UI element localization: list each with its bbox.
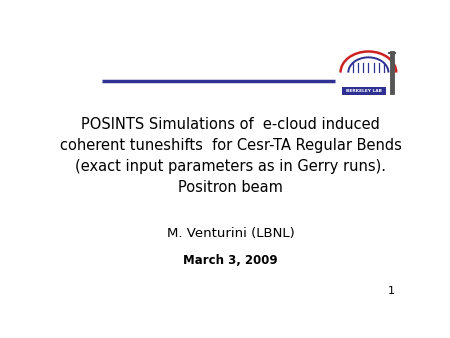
Text: M. Venturini (LBNL): M. Venturini (LBNL) [167, 227, 294, 240]
Text: POSINTS Simulations of  e-cloud induced
coherent tuneshifts  for Cesr-TA Regular: POSINTS Simulations of e-cloud induced c… [60, 117, 401, 195]
Text: BERKELEY LAB: BERKELEY LAB [346, 89, 382, 93]
Text: 1: 1 [387, 286, 395, 296]
Text: March 3, 2009: March 3, 2009 [183, 254, 278, 267]
FancyBboxPatch shape [342, 87, 386, 95]
